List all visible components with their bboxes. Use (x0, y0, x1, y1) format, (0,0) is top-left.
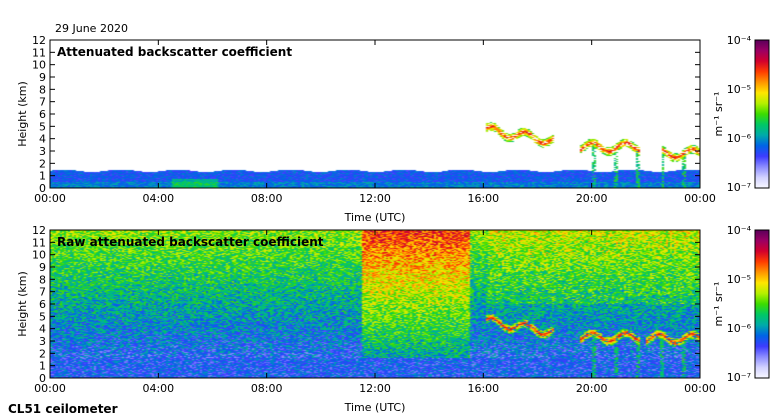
panel-2-heatmap (50, 230, 700, 378)
panel-1-y-tick-label: 8 (39, 83, 46, 96)
colorbar-1-tick-1e-7: 10⁻⁷ (727, 181, 751, 194)
panel-2-x-tick-label: 00:00 (684, 382, 716, 395)
panel-2-title: Raw attenuated backscatter coefficient (57, 235, 324, 249)
panel-2-y-tick-label: 9 (39, 261, 46, 274)
panel-1-y-tick-label: 4 (39, 133, 46, 146)
colorbar-2-tick-1e-5: 10⁻⁵ (727, 273, 751, 286)
colorbar-2-tick-1e-7: 10⁻⁷ (727, 371, 751, 384)
panel-2-y-tick-label: 7 (39, 286, 46, 299)
panel-1-x-tick-label: 12:00 (359, 192, 391, 205)
panel-2-y-tick-label: 8 (39, 273, 46, 286)
panel-2-x-axis-label: Time (UTC) (344, 401, 406, 414)
panel-2-x-tick-label: 12:00 (359, 382, 391, 395)
panel-2-x-tick-label: 20:00 (576, 382, 608, 395)
panel-1-y-tick-label: 11 (32, 46, 46, 59)
colorbar-1: 10⁻⁴ 10⁻⁵ 10⁻⁶ 10⁻⁷ m⁻¹ sr⁻¹ (712, 34, 770, 194)
panel-2-y-tick-label: 0 (39, 372, 46, 385)
date-label: 29 June 2020 (55, 22, 128, 35)
panel-1-y-tick-label: 9 (39, 71, 46, 84)
colorbar-1-unit-label: m⁻¹ sr⁻¹ (712, 92, 725, 137)
panel-1-y-tick-label: 2 (39, 157, 46, 170)
panel-1-y-tick-label: 5 (39, 120, 46, 133)
panel-1-title: Attenuated backscatter coefficient (57, 45, 292, 59)
panel-2-x-ticks: 00:00 04:00 08:00 12:00 16:00 20:00 00:00 (34, 230, 716, 395)
colorbar-2: 10⁻⁴ 10⁻⁵ 10⁻⁶ 10⁻⁷ m⁻¹ sr⁻¹ (712, 224, 770, 384)
panel-2-y-tick-label: 4 (39, 323, 46, 336)
panel-2-x-tick-label: 16:00 (467, 382, 499, 395)
panel-2-y-tick-label: 2 (39, 347, 46, 360)
panel-2-y-tick-label: 3 (39, 335, 46, 348)
panel-1-x-tick-label: 00:00 (34, 192, 66, 205)
panel-1-x-ticks: 00:00 04:00 08:00 12:00 16:00 20:00 00:00 (34, 40, 716, 205)
panel-1-heatmap (50, 40, 700, 188)
panel-attenuated: Attenuated backscatter coefficient 00:00… (16, 34, 716, 224)
panel-2-y-axis-label: Height (km) (16, 271, 29, 337)
colorbar-2-tick-1e-6: 10⁻⁶ (727, 322, 752, 335)
panel-1-y-tick-label: 7 (39, 96, 46, 109)
panel-2-y-tick-label: 12 (32, 224, 46, 237)
panel-2-x-tick-label: 04:00 (142, 382, 174, 395)
colorbar-2-gradient (754, 229, 770, 379)
panel-1-y-tick-label: 0 (39, 182, 46, 195)
instrument-label: CL51 ceilometer (8, 402, 118, 416)
panel-2-x-tick-label: 08:00 (251, 382, 283, 395)
panel-1-x-tick-label: 16:00 (467, 192, 499, 205)
panel-1-x-tick-label: 20:00 (576, 192, 608, 205)
panel-1-x-tick-label: 04:00 (142, 192, 174, 205)
panel-1-y-tick-label: 3 (39, 145, 46, 158)
colorbar-1-gradient (754, 39, 770, 189)
panel-1-x-axis-label: Time (UTC) (344, 211, 406, 224)
colorbar-1-tick-1e-5: 10⁻⁵ (727, 83, 751, 96)
colorbar-1-tick-1e-4: 10⁻⁴ (727, 34, 752, 47)
panel-1-y-tick-label: 10 (32, 59, 46, 72)
colorbar-2-tick-1e-4: 10⁻⁴ (727, 224, 752, 237)
panel-2-y-tick-label: 6 (39, 298, 46, 311)
panel-2-y-tick-label: 10 (32, 249, 46, 262)
panel-1-y-tick-label: 1 (39, 170, 46, 183)
panel-1-y-axis-label: Height (km) (16, 81, 29, 147)
panel-1-x-tick-label: 08:00 (251, 192, 283, 205)
panel-2-y-tick-label: 11 (32, 236, 46, 249)
colorbar-1-tick-1e-6: 10⁻⁶ (727, 132, 752, 145)
panel-1-y-tick-label: 12 (32, 34, 46, 47)
panel-2-x-tick-label: 00:00 (34, 382, 66, 395)
panel-1-x-tick-label: 00:00 (684, 192, 716, 205)
panel-raw: Raw attenuated backscatter coefficient 0… (16, 224, 716, 414)
panel-2-y-tick-label: 1 (39, 360, 46, 373)
colorbar-2-unit-label: m⁻¹ sr⁻¹ (712, 282, 725, 327)
panel-1-y-tick-label: 6 (39, 108, 46, 121)
panel-2-y-tick-label: 5 (39, 310, 46, 323)
